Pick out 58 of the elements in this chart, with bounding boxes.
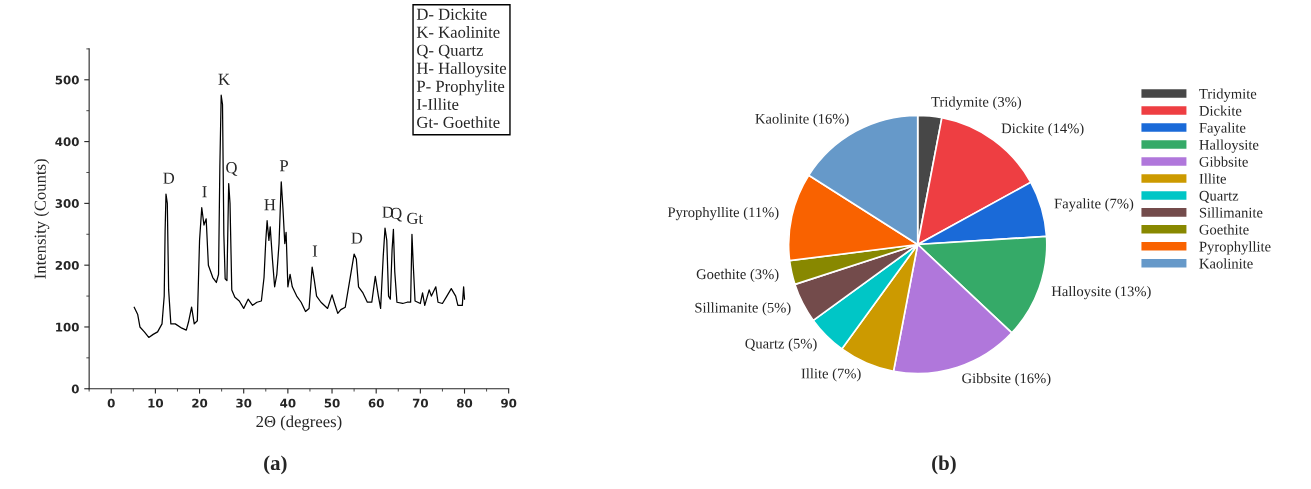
y-tick-label: 300 — [55, 199, 79, 209]
data-label: Goethite (3%) — [696, 268, 779, 283]
annotation: Q- Quartz — [417, 44, 484, 59]
annotation: P — [279, 160, 288, 172]
x-tick-label: 60 — [368, 398, 384, 408]
annotation: Gt- Goethite — [417, 116, 500, 128]
legend-label: Goethite — [1199, 224, 1249, 235]
data-label: Tridymite (3%) — [931, 96, 1022, 110]
data-label: Quartz (5%) — [745, 338, 817, 352]
legend-label: Dickite — [1199, 105, 1242, 116]
annotation: Gt — [407, 212, 423, 224]
legend-label: Quartz — [1199, 190, 1239, 203]
data-label: Illite (7%) — [801, 368, 861, 382]
data-label: Gibbsite (16%) — [962, 372, 1051, 387]
data-label: Pyrophyllite (11%) — [667, 206, 779, 221]
annotation: D — [351, 232, 363, 244]
legend-label: Halloysite — [1199, 139, 1259, 153]
legend-label: Sillimanite — [1199, 207, 1263, 218]
y-tick-label: 100 — [56, 322, 79, 332]
legend-label: Tridymite — [1199, 88, 1257, 102]
y-tick-label: 200 — [55, 260, 79, 270]
y-tick-label: 500 — [55, 75, 79, 85]
x-tick-label: 40 — [280, 398, 296, 408]
x-tick-label: 80 — [457, 398, 473, 408]
legend-label: Kaolinite — [1199, 258, 1253, 269]
annotation: Q — [226, 162, 238, 176]
y-tick-label: 0 — [71, 384, 79, 394]
data-label: Dickite (14%) — [1001, 123, 1084, 137]
x-axis-title: 2Θ (degrees) — [256, 415, 342, 431]
x-tick-label: 90 — [501, 398, 517, 408]
annotation: H — [264, 199, 276, 211]
legend-label: Gibbsite — [1199, 156, 1248, 167]
data-label: Sillimanite (5%) — [695, 302, 791, 316]
annotation: I — [202, 186, 207, 198]
data-label: Kaolinite (16%) — [755, 113, 849, 127]
x-tick-label: 20 — [192, 398, 208, 408]
x-tick-label: 10 — [148, 398, 164, 408]
legend-label: Fayalite — [1199, 122, 1246, 136]
y-tick-label: 400 — [55, 137, 79, 147]
y-axis-title: Intensity (Counts) — [34, 159, 50, 279]
x-tick-label: 30 — [236, 398, 252, 408]
annotation: P- Prophylite — [416, 80, 505, 96]
text: K- Kaolinite — [416, 26, 500, 38]
annotation: D — [163, 172, 175, 184]
text: (b) — [932, 455, 956, 475]
data-label: Fayalite (7%) — [1054, 198, 1134, 212]
legend-label: Pyrophyllite — [1199, 241, 1271, 255]
annotation: K — [218, 73, 230, 85]
text: (a) — [264, 455, 287, 475]
x-tick-label: 0 — [107, 398, 115, 408]
annotation: H- Halloysite — [416, 62, 507, 78]
annotation: I — [312, 245, 318, 257]
x-tick-label: 70 — [412, 398, 428, 408]
x-tick-label: 50 — [324, 398, 340, 408]
data-label: Halloysite (13%) — [1051, 285, 1151, 300]
annotation: I-Illite — [416, 98, 459, 110]
text: D- Dickite — [416, 8, 487, 20]
legend-label: Illite — [1199, 173, 1226, 184]
